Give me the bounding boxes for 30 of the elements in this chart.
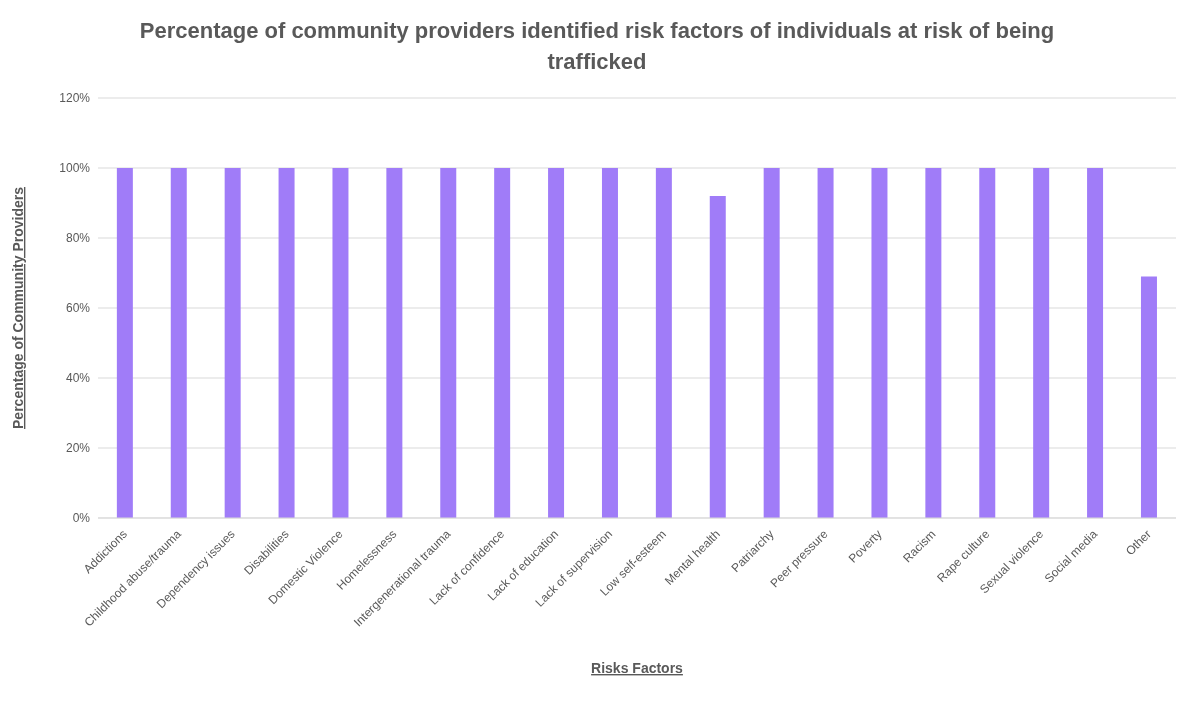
bar xyxy=(601,167,618,518)
x-axis-title: Risks Factors xyxy=(591,659,684,676)
bar xyxy=(817,167,834,518)
bar xyxy=(871,167,888,518)
bar xyxy=(1087,167,1104,518)
bar xyxy=(709,195,726,518)
y-tick-label: 0% xyxy=(72,510,91,525)
y-tick-label: 80% xyxy=(65,230,91,245)
y-tick-label: 120% xyxy=(59,90,91,105)
y-tick-label: 100% xyxy=(59,160,91,175)
bar xyxy=(116,167,133,518)
bar xyxy=(979,167,996,518)
bar xyxy=(548,167,565,518)
bar xyxy=(278,167,295,518)
bar xyxy=(386,167,403,518)
bar xyxy=(655,167,672,518)
y-tick-label: 20% xyxy=(65,440,91,455)
y-axis-title: Percentage of Community Providers xyxy=(9,186,26,429)
bar xyxy=(332,167,349,518)
bar xyxy=(440,167,457,518)
bar xyxy=(224,167,241,518)
chart-title: Percentage of community providers identified risk factors of individuals at risk of being trafficked xyxy=(138,17,1056,76)
bar xyxy=(925,167,942,518)
bar xyxy=(1033,167,1050,518)
bar xyxy=(763,167,780,518)
y-tick-label: 60% xyxy=(65,300,91,315)
y-tick-label: 40% xyxy=(65,370,91,385)
bar xyxy=(1140,276,1157,518)
bar xyxy=(494,167,511,518)
bar xyxy=(170,167,187,518)
